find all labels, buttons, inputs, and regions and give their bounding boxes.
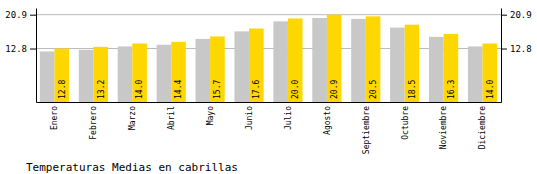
x-tick: Octubre <box>400 106 409 140</box>
chart-title: Temperaturas Medias en cabrillas <box>26 161 238 174</box>
data-label: 20.0 <box>291 80 300 99</box>
bar <box>312 18 327 102</box>
bar <box>351 19 366 102</box>
bar <box>288 18 303 102</box>
bar-series <box>54 15 497 102</box>
data-labels: 12.8 13.2 14.0 14.4 15.7 17.6 20.0 20.9 20.5 18.5… <box>58 80 495 99</box>
bar <box>93 47 108 102</box>
data-label: 18.5 <box>408 80 417 99</box>
x-tick-label: Septiembre <box>362 106 371 154</box>
y2-tick: 20.9 <box>501 10 532 20</box>
bar <box>390 28 405 102</box>
y-tick-label: 12.8 <box>5 44 27 54</box>
x-tick-label: Octubre <box>400 106 409 140</box>
bar <box>210 36 225 102</box>
x-tick: Marzo <box>128 106 137 130</box>
x-tick: Septiembre <box>362 106 371 154</box>
bar <box>273 21 288 102</box>
bar <box>132 44 147 102</box>
x-tick: Abril <box>167 106 176 130</box>
bar <box>54 49 69 102</box>
x-tick-label: Febrero <box>89 106 98 140</box>
bar <box>157 45 172 102</box>
bar <box>118 46 133 102</box>
bar <box>444 34 459 102</box>
plot-area: 12.8 13.2 14.0 14.4 15.7 17.6 20.0 20.9 20.5 18.5… <box>5 9 531 155</box>
x-axis: Enero Febrero Marzo Abril Mayo Junio Julio Agos… <box>37 103 502 155</box>
x-tick: Diciembre <box>478 106 487 150</box>
x-tick: Julio <box>284 106 293 130</box>
bar <box>234 31 249 102</box>
x-tick-label: Noviembre <box>439 106 448 150</box>
grid-line <box>36 14 501 15</box>
bar <box>366 16 381 102</box>
x-tick: Junio <box>245 106 254 130</box>
bar <box>40 51 55 102</box>
bar <box>249 28 264 102</box>
data-label: 17.6 <box>252 80 261 99</box>
x-axis-line <box>37 102 502 103</box>
y2-tick-label: 20.9 <box>510 10 532 20</box>
x-tick-label: Enero <box>50 106 59 130</box>
y2-tick-label: 12.8 <box>510 44 532 54</box>
bar-series <box>40 18 483 102</box>
bar <box>429 37 444 102</box>
x-tick-label: Mayo <box>206 106 215 125</box>
bar <box>327 15 342 102</box>
x-tick-label: Junio <box>245 106 254 130</box>
y2-tick-mark <box>501 49 507 50</box>
bars <box>40 15 497 102</box>
bar <box>196 39 211 102</box>
x-tick: Noviembre <box>439 106 448 150</box>
x-tick: Mayo <box>206 106 215 125</box>
x-tick: Enero <box>50 106 59 130</box>
y-tick-mark <box>30 15 36 16</box>
y-axis-line <box>36 9 37 103</box>
y-tick-mark <box>30 49 36 50</box>
data-label: 20.9 <box>330 80 339 99</box>
data-label: 14.0 <box>486 80 495 99</box>
x-tick-label: Agosto <box>323 106 332 135</box>
y-axis: 12.8 20.9 <box>5 9 36 103</box>
y2-tick: 12.8 <box>501 44 532 54</box>
bar <box>171 42 186 102</box>
y2-tick-mark <box>501 15 507 16</box>
chart-container: 12.8 13.2 14.0 14.4 15.7 17.6 20.0 20.9 20.5 18.5… <box>0 0 537 174</box>
x-tick-label: Julio <box>284 106 293 130</box>
data-label: 20.5 <box>369 80 378 99</box>
bar <box>468 46 483 102</box>
y2-axis: 12.8 20.9 <box>501 9 532 103</box>
bar <box>483 44 498 102</box>
bar <box>79 50 94 102</box>
y-tick: 20.9 <box>5 10 36 20</box>
y-tick: 12.8 <box>5 44 36 54</box>
y2-axis-line <box>501 9 502 103</box>
x-tick: Febrero <box>89 106 98 140</box>
x-tick-label: Diciembre <box>478 106 487 150</box>
chart-svg: 12.8 13.2 14.0 14.4 15.7 17.6 20.0 20.9 20.5 18.5… <box>0 0 537 174</box>
data-label: 14.4 <box>174 80 183 99</box>
x-tick: Agosto <box>323 106 332 135</box>
data-label: 16.3 <box>447 80 456 99</box>
y-tick-label: 20.9 <box>5 10 27 20</box>
data-label: 14.0 <box>135 80 144 99</box>
x-tick-label: Abril <box>167 106 176 130</box>
data-label: 13.2 <box>96 80 105 99</box>
data-label: 12.8 <box>58 80 67 99</box>
x-tick-label: Marzo <box>128 106 137 130</box>
data-label: 15.7 <box>213 80 222 99</box>
bar <box>405 25 420 102</box>
